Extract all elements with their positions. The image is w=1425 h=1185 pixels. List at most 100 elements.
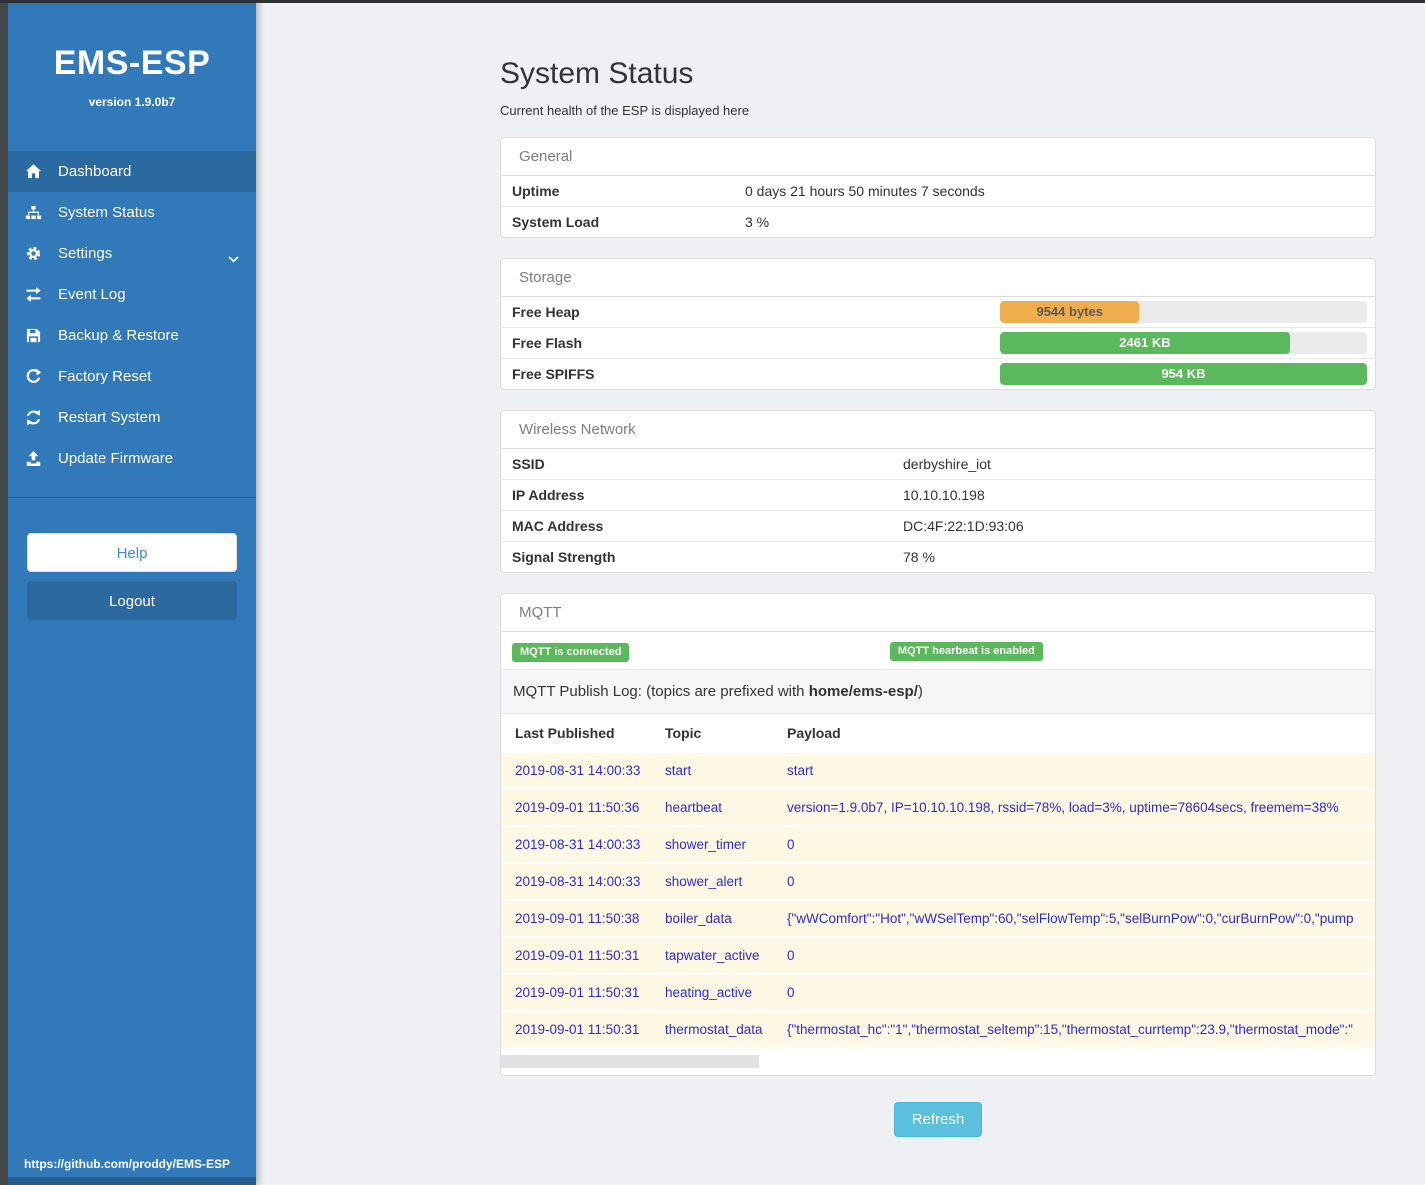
row-label: MAC Address (512, 518, 604, 534)
free-flash-progress-bar: 2461 KB (1000, 332, 1290, 354)
wireless-panel: Wireless Network SSID derbyshire_iot IP … (500, 410, 1376, 573)
mqtt-log-row: 2019-09-01 11:50:31 tapwater_active 0 (501, 938, 1375, 973)
refresh-button[interactable]: Refresh (893, 1102, 983, 1137)
general-panel: General Uptime 0 days 21 hours 50 minute… (500, 137, 1376, 238)
left-dark-strip (0, 0, 8, 1185)
row-value: DC:4F:22:1D:93:06 (903, 518, 1024, 534)
table-row: Free Heap 9544 bytes (501, 297, 1375, 327)
scrollbar-thumb[interactable] (501, 1055, 759, 1068)
sidebar-item-dashboard[interactable]: Dashboard (8, 151, 256, 192)
general-panel-title: General (501, 138, 1375, 176)
table-row: SSID derbyshire_iot (501, 449, 1375, 479)
main-content: System Status Current health of the ESP … (256, 0, 1425, 1137)
row-value: 3 % (745, 214, 770, 230)
row-value: derbyshire_iot (903, 456, 991, 472)
log-published: 2019-08-31 14:00:33 (515, 763, 641, 778)
row-value: 0 days 21 hours 50 minutes 7 seconds (745, 183, 985, 199)
mqtt-log-row: 2019-09-01 11:50:31 heating_active 0 (501, 975, 1375, 1010)
table-row: Free SPIFFS 954 KB (501, 358, 1375, 389)
sidebar-item-label: Event Log (58, 286, 126, 303)
log-published: 2019-09-01 11:50:31 (515, 985, 640, 1000)
mqtt-log-row: 2019-09-01 11:50:31 thermostat_data {"th… (501, 1012, 1375, 1047)
page-title: System Status (500, 57, 694, 90)
free-heap-progress-bar: 9544 bytes (1000, 301, 1140, 323)
table-row: Signal Strength 78 % (501, 541, 1375, 572)
sidebar-item-event-log[interactable]: Event Log (8, 274, 256, 315)
storage-panel: Storage Free Heap 9544 bytes Free Flash … (500, 258, 1376, 390)
mqtt-log-row: 2019-08-31 14:00:33 shower_timer 0 (501, 827, 1375, 862)
brand: EMS-ESP version 1.9.0b7 (8, 0, 256, 109)
sidebar-item-label: Restart System (58, 409, 161, 426)
sidebar-item-backup-restore[interactable]: Backup & Restore (8, 315, 256, 356)
row-label: SSID (512, 456, 545, 472)
mqtt-log-row: 2019-08-31 14:00:33 shower_alert 0 (501, 864, 1375, 899)
sidebar-nav: Dashboard System Status Set (8, 151, 256, 479)
log-payload: {"wWComfort":"Hot","wWSelTemp":60,"selFl… (787, 911, 1354, 926)
chevron-down-icon (228, 250, 239, 267)
column-header: Topic (665, 724, 702, 741)
sidebar-bottom-strip (8, 1177, 256, 1185)
log-topic: boiler_data (665, 911, 732, 926)
log-payload: 0 (787, 948, 795, 963)
log-topic: start (665, 763, 692, 778)
sidebar-item-restart-system[interactable]: Restart System (8, 397, 256, 438)
table-row: Free Flash 2461 KB (501, 327, 1375, 358)
mqtt-status-row: MQTT is connected MQTT hearbeat is enabl… (501, 632, 1375, 670)
mqtt-publish-log-caption: MQTT Publish Log: (topics are prefixed w… (501, 670, 1375, 714)
log-published: 2019-09-01 11:50:31 (515, 1022, 640, 1037)
mqtt-log-row: 2019-09-01 11:50:38 boiler_data {"wWComf… (501, 901, 1375, 936)
upload-icon (23, 450, 43, 467)
log-topic: shower_timer (665, 837, 747, 852)
logout-button[interactable]: Logout (27, 581, 237, 620)
log-payload: 0 (787, 985, 795, 1000)
sidebar-item-settings[interactable]: Settings (8, 233, 256, 274)
progress-track: 9544 bytes (1000, 297, 1375, 327)
sidebar-item-factory-reset[interactable]: Factory Reset (8, 356, 256, 397)
row-label: Free SPIFFS (512, 366, 595, 382)
sidebar-item-system-status[interactable]: System Status (8, 192, 256, 233)
refresh-icon (23, 409, 43, 426)
mqtt-heartbeat-badge: MQTT hearbeat is enabled (889, 642, 1043, 661)
sidebar-item-label: Factory Reset (58, 368, 152, 385)
sidebar-item-label: Dashboard (58, 163, 132, 180)
column-header: Payload (787, 724, 841, 741)
mqtt-topic-prefix: home/ems-esp/ (808, 683, 918, 700)
sidebar-item-label: System Status (58, 204, 155, 221)
row-label: Free Flash (512, 335, 583, 351)
mqtt-connected-badge: MQTT is connected (512, 643, 630, 662)
table-row: MAC Address DC:4F:22:1D:93:06 (501, 510, 1375, 541)
rotate-right-icon (23, 368, 43, 385)
github-link[interactable]: https://github.com/proddy/EMS-ESP (24, 1157, 230, 1171)
log-payload: {"thermostat_hc":"1","thermostat_seltemp… (787, 1022, 1353, 1037)
app-title: EMS-ESP (53, 44, 211, 82)
row-label: IP Address (512, 487, 585, 503)
free-spiffs-progress-bar: 954 KB (1000, 363, 1367, 385)
sidebar-item-update-firmware[interactable]: Update Firmware (8, 438, 256, 479)
row-label: Uptime (512, 183, 560, 199)
sidebar-item-label: Update Firmware (58, 450, 174, 467)
log-published: 2019-09-01 11:50:31 (515, 948, 640, 963)
page-subtitle: Current health of the ESP is displayed h… (500, 103, 750, 118)
log-topic: tapwater_active (665, 948, 760, 963)
gear-icon (23, 245, 43, 262)
table-row: IP Address 10.10.10.198 (501, 479, 1375, 510)
mqtt-log-row: 2019-08-31 14:00:33 start start (501, 753, 1375, 788)
mqtt-panel-title: MQTT (501, 594, 1375, 632)
log-scroll-gap (501, 1047, 1375, 1055)
row-value: 10.10.10.198 (903, 487, 985, 503)
progress-track: 954 KB (1000, 359, 1375, 389)
log-published: 2019-08-31 14:00:33 (515, 874, 641, 889)
refresh-area: Refresh (500, 1102, 1376, 1137)
row-label: Signal Strength (512, 549, 616, 565)
help-button[interactable]: Help (27, 533, 237, 572)
log-topic: heating_active (665, 985, 753, 1000)
app-version: version 1.9.0b7 (88, 95, 176, 109)
exchange-icon (23, 286, 43, 303)
save-icon (23, 327, 43, 344)
storage-panel-title: Storage (501, 259, 1375, 297)
mqtt-log-row: 2019-09-01 11:50:36 heartbeat version=1.… (501, 790, 1375, 825)
log-published: 2019-09-01 11:50:38 (515, 911, 640, 926)
column-header: Last Published (515, 724, 615, 741)
log-payload: start (787, 763, 814, 778)
sidebar-item-label: Backup & Restore (58, 327, 179, 344)
